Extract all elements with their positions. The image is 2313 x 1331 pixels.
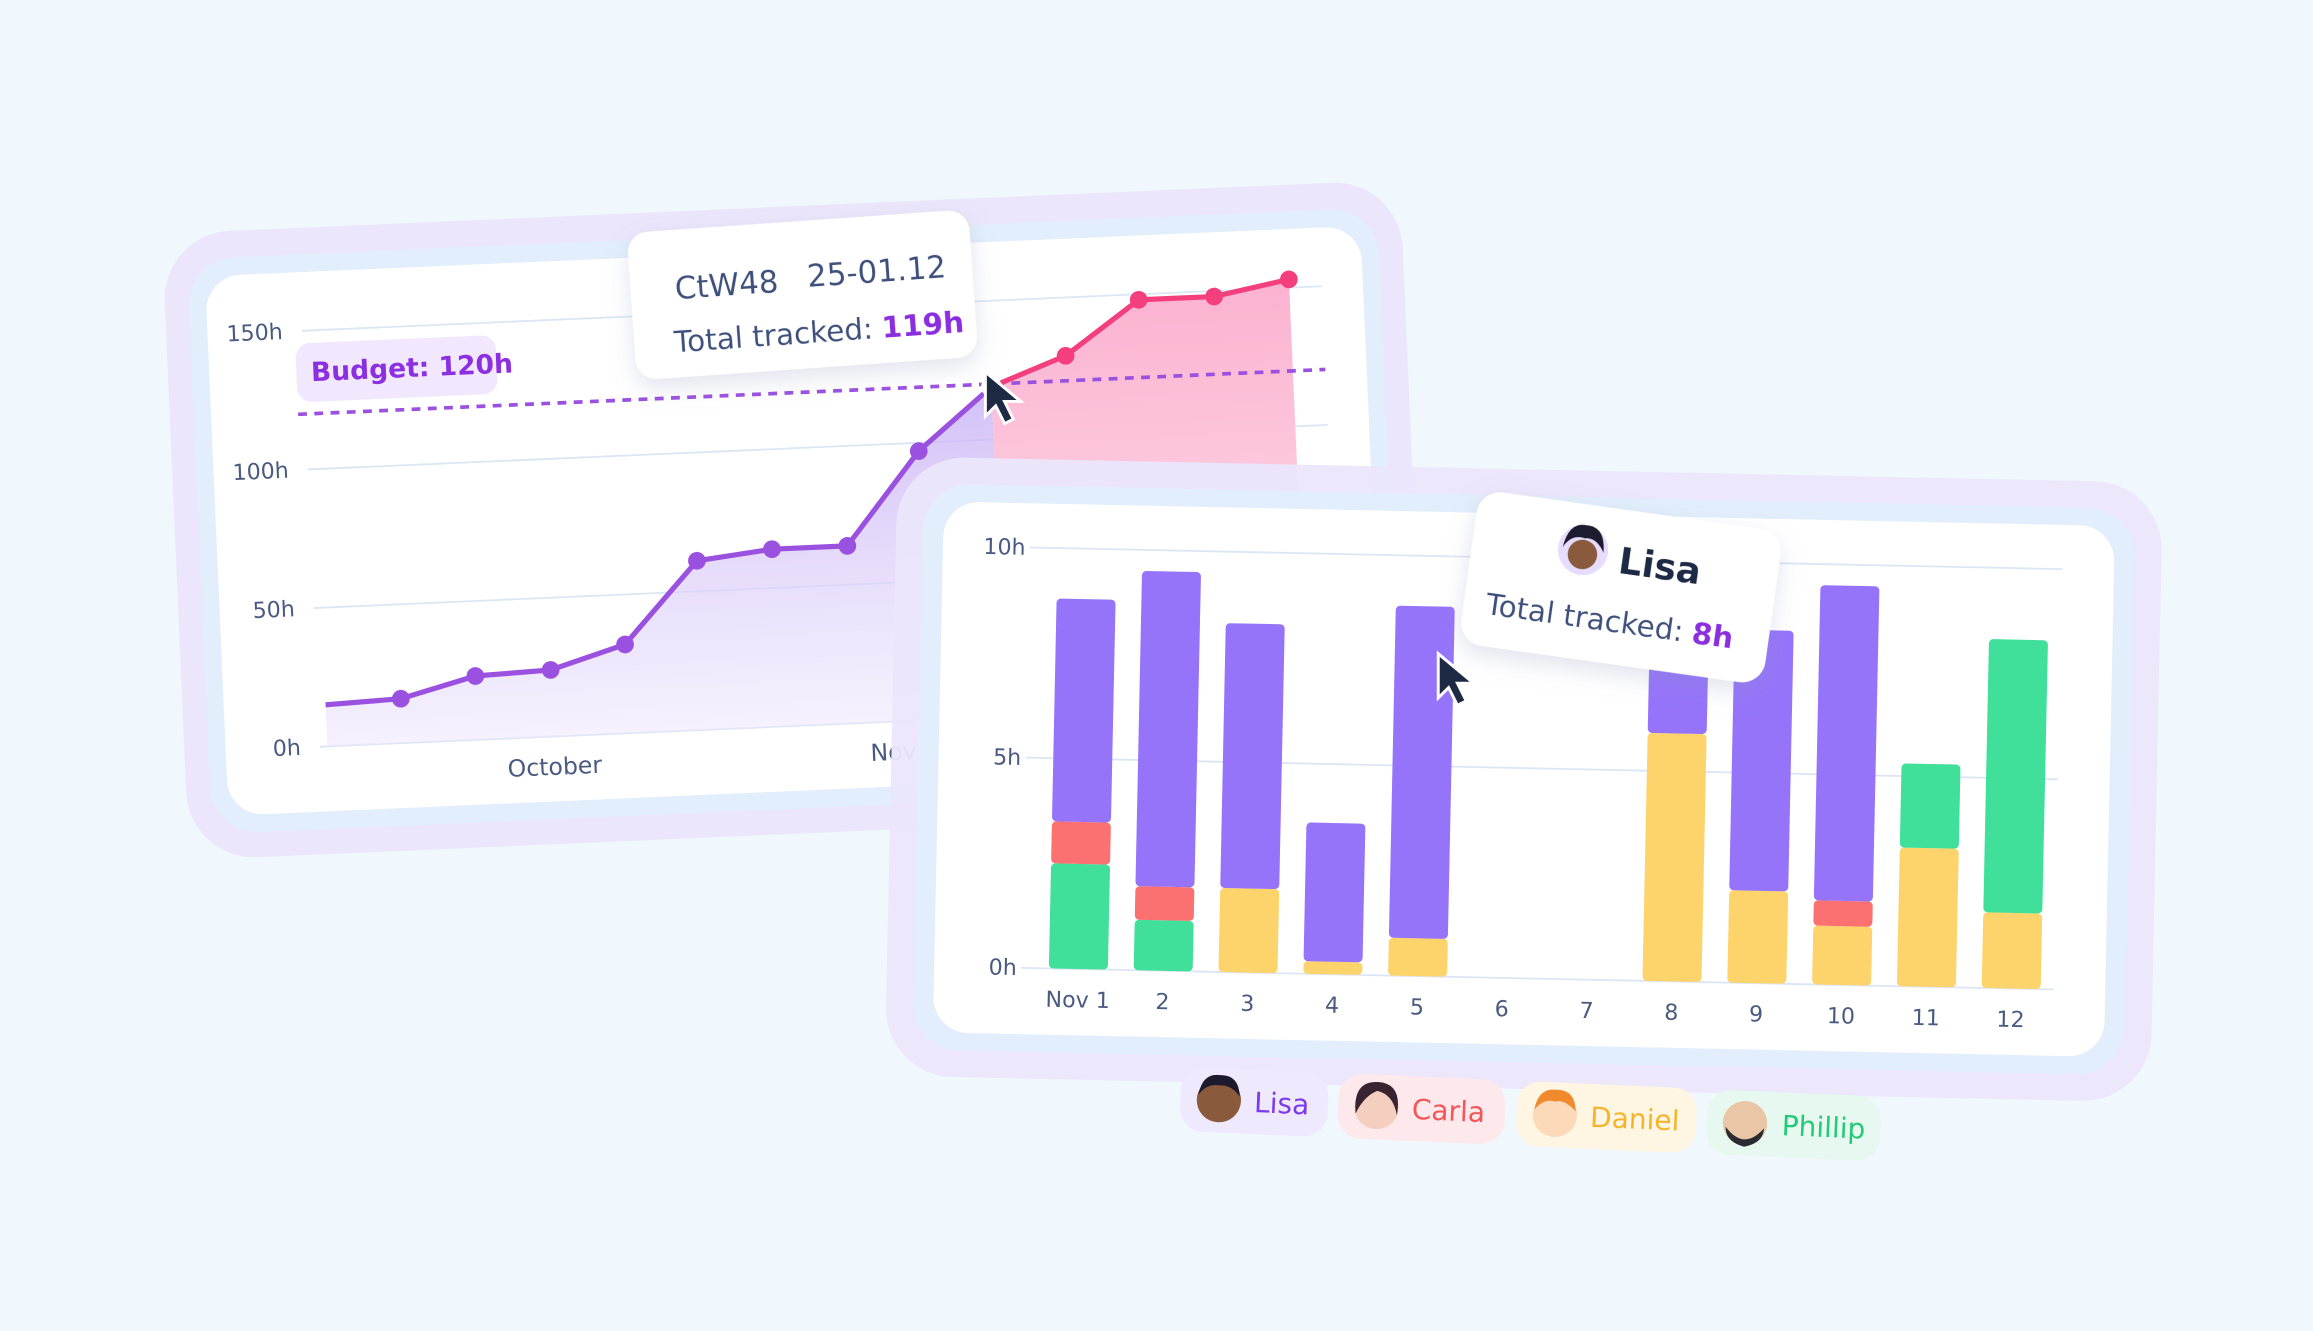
bar-segment [1727,890,1789,984]
tooltip-title: CtW48 [674,264,780,307]
legend-label: Lisa [1253,1086,1310,1121]
avatar-beard [1725,1126,1764,1147]
y-tick-label: 0h [988,955,1017,982]
y-tick-label: 10h [983,534,1026,561]
legend-item: Daniel [1516,1081,1697,1153]
bar-segment [1133,919,1194,972]
bar-segment [1388,605,1455,939]
bar-segment [1220,623,1285,890]
tooltip: CtW48 25-01.12 Total tracked: 119h [628,210,977,379]
bar-segment [1048,863,1110,970]
bar-segment [1135,570,1201,888]
bar-segment [1388,937,1448,977]
tooltip: Lisa Total tracked: 8h [1461,492,1781,683]
bar-segment [1983,639,2048,914]
plot: 0h 5h 10h Nov 1 2 3 4 5 6 7 8 9 10 11 12 [983,534,2063,1034]
point [1280,270,1298,289]
bar-segment [1729,629,1794,892]
bar-segment [1899,763,1961,849]
bar-segment [1981,912,2043,990]
x-tick-label: October [507,751,603,783]
area [325,386,1006,747]
avatar [1196,1078,1242,1123]
x-tick-label: 9 [1749,1001,1764,1027]
avatar-hair [1355,1082,1398,1116]
y-tick-label: 100h [232,458,289,486]
legend-label: Daniel [1590,1101,1681,1138]
tooltip-value: 119h [880,305,965,345]
x-tick-label: 10 [1827,1003,1856,1030]
point [763,540,781,559]
legend-item: Lisa [1180,1067,1329,1137]
x-tick-label: 6 [1494,996,1509,1022]
x-tick-label: 7 [1579,998,1594,1024]
point [541,661,560,679]
point [909,442,928,460]
y-tick-label: 150h [226,319,283,347]
legend-item: Phillip [1706,1090,1881,1161]
grid-line [1021,966,2054,991]
tooltip-box [1461,492,1781,683]
point [616,635,634,654]
avatar-hair [1534,1089,1576,1112]
bar-segment [1218,887,1280,974]
cursor [1436,650,1478,708]
avatar-hair [1198,1074,1240,1097]
x-tick-label: 4 [1325,993,1340,1019]
point [1205,287,1223,306]
bar-segment [1813,900,1873,927]
bar-segment [1303,822,1366,963]
avatar-face [1567,539,1598,570]
x-tick-label: 2 [1155,989,1170,1015]
avatar [1532,1092,1578,1137]
point [391,689,410,708]
legend-label: Phillip [1781,1109,1866,1146]
bar-segment [1303,961,1363,975]
x-tick-label: 8 [1664,1000,1679,1026]
y-tick-label: 5h [993,744,1022,771]
y-tick-label: 50h [252,596,295,624]
legend-item: Carla [1337,1073,1506,1145]
point [1129,290,1148,309]
y-tick-label: 0h [272,735,301,762]
x-tick-label: Nov 1 [1045,987,1110,1014]
grid-line [1025,756,2058,781]
avatar [1722,1101,1768,1146]
line [325,384,994,708]
bar-segment [1052,598,1116,823]
legend: Lisa Carla Daniel Phillip [1180,1067,1881,1161]
bar-segment [1134,886,1195,921]
x-tick-label: 3 [1240,991,1255,1017]
point [1056,346,1075,365]
legend-label: Carla [1411,1093,1486,1129]
point [688,551,706,570]
bar-segment [1896,847,1959,988]
avatar-hair [1562,524,1604,553]
bar-card: 0h 5h 10h Nov 1 2 3 4 5 6 7 8 9 10 11 12 [886,457,2162,1101]
tooltip-value: 8h [1690,616,1736,655]
x-tick-label: 5 [1410,994,1425,1020]
bar-segment [1051,821,1111,865]
budget-label-box [295,335,498,402]
tooltip-box [628,210,977,379]
point [838,537,857,555]
x-tick-label: 11 [1911,1005,1940,1032]
bar-segment [1642,732,1707,982]
bar-segment [1812,925,1873,986]
point [466,667,485,685]
x-tick-label: 12 [1996,1007,2025,1034]
cursor [983,368,1025,426]
bar-segment [1813,585,1880,902]
